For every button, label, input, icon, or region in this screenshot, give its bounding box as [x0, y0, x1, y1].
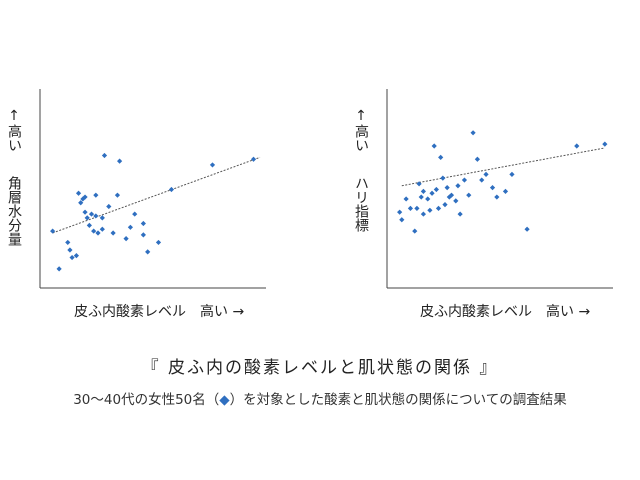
data-point — [88, 211, 95, 217]
data-point — [574, 143, 580, 149]
data-point — [479, 177, 485, 183]
firmness-scatter-chart — [386, 89, 613, 289]
left-y-axis-high-label: ↑高い — [6, 108, 22, 152]
data-point — [99, 226, 105, 232]
data-point — [140, 220, 146, 227]
data-point — [93, 192, 99, 198]
left-x-axis-label: 皮ふ内酸素レベル 高い → — [74, 304, 245, 320]
data-point — [466, 192, 472, 198]
data-point — [442, 202, 448, 208]
data-point — [82, 209, 88, 215]
data-point — [65, 239, 71, 246]
data-point — [431, 143, 437, 149]
data-point — [403, 196, 409, 202]
right-y-axis-label: ↑高い ハリ指標 — [353, 108, 389, 278]
data-point — [494, 194, 500, 200]
trend-line — [52, 156, 261, 234]
data-point — [502, 188, 509, 194]
data-point — [461, 177, 468, 183]
data-point — [435, 205, 442, 211]
data-point — [427, 207, 433, 213]
data-point — [420, 211, 426, 217]
data-point — [407, 205, 414, 211]
data-point — [145, 249, 151, 255]
data-point — [155, 239, 162, 246]
data-point — [489, 185, 496, 191]
data-point — [86, 222, 92, 229]
left-y-axis-label: ↑高い 角層水分量 — [6, 108, 42, 278]
data-point — [455, 183, 461, 189]
data-point — [399, 217, 405, 223]
data-point — [457, 211, 463, 217]
data-point — [110, 230, 116, 236]
data-point — [429, 190, 435, 196]
data-point — [106, 203, 112, 210]
data-point — [524, 226, 530, 232]
data-point — [397, 209, 403, 215]
data-point — [140, 232, 146, 238]
data-point — [209, 162, 216, 168]
figure-title: 『 皮ふ内の酸素レベルと肌状態の関係 』 — [141, 358, 499, 378]
trend-line — [401, 147, 605, 187]
data-point — [75, 190, 82, 196]
data-point — [412, 228, 418, 234]
data-point — [438, 154, 444, 160]
data-point — [93, 213, 99, 219]
data-point — [420, 188, 426, 194]
data-point — [250, 156, 257, 162]
data-point — [101, 152, 108, 159]
data-point — [453, 198, 459, 204]
figure-subtitle: 30～40代の女性50名（◆）を対象とした酸素と肌状態の関係についての調査結果 — [73, 392, 567, 408]
data-point — [168, 186, 175, 193]
left-y-axis-title: 角層水分量 — [6, 176, 22, 246]
moisture-scatter-chart — [39, 89, 266, 289]
data-point — [127, 224, 133, 230]
data-point — [67, 247, 73, 253]
right-y-axis-high-label: ↑高い — [353, 108, 369, 152]
data-point — [78, 200, 84, 206]
data-point — [99, 215, 105, 221]
data-point — [117, 158, 123, 164]
data-point — [82, 194, 88, 200]
data-point — [444, 185, 450, 191]
data-point — [425, 196, 431, 202]
data-point — [91, 228, 97, 234]
right-y-axis-title: ハリ指標 — [353, 176, 369, 232]
data-point — [414, 205, 420, 211]
data-point — [602, 141, 608, 147]
data-point — [123, 236, 129, 242]
data-point — [132, 211, 138, 217]
data-point — [84, 215, 90, 221]
data-point — [433, 186, 439, 193]
data-point — [483, 171, 489, 177]
data-point — [440, 175, 446, 181]
data-point — [56, 266, 62, 272]
data-point — [470, 130, 476, 136]
data-point — [474, 156, 480, 162]
data-point — [418, 194, 424, 200]
diamond-marker-icon: ◆ — [219, 392, 230, 408]
right-x-axis-label: 皮ふ内酸素レベル 高い → — [420, 304, 591, 320]
data-point — [509, 171, 515, 177]
data-point — [114, 192, 121, 198]
data-point — [50, 228, 56, 234]
